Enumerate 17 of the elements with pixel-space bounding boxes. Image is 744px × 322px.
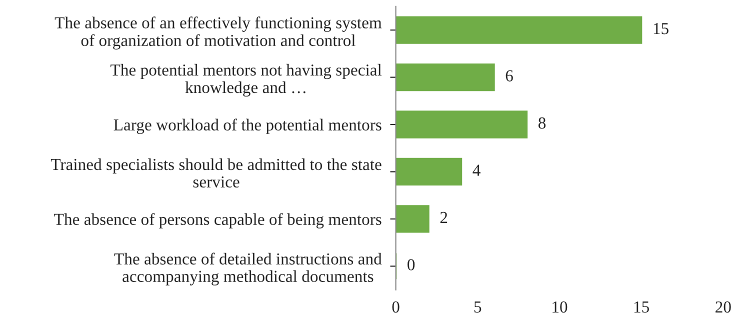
data-label: 6 — [506, 70, 513, 82]
data-label: 0 — [408, 259, 415, 270]
y-tick-label: The absence of persons capable of being mentors — [54, 213, 382, 228]
y-tick-label: Large workload of the potential mentors — [114, 118, 382, 134]
x-tick-label: 0 — [392, 301, 400, 313]
data-label: 15 — [654, 23, 668, 34]
x-tick-label: 5 — [474, 302, 482, 313]
y-tick-label: The absence of detailed instructions and accompanying methodical documents — [114, 252, 382, 286]
data-label: 2 — [440, 212, 448, 223]
y-tick-label: The absence of an effectively functioning system of organization of motivation and control — [54, 16, 382, 50]
y-tick-label: The potential mentors not having special knowledge and … — [110, 64, 382, 97]
x-tick-label: 15 — [634, 301, 650, 313]
x-tick-label: 20 — [716, 301, 731, 313]
y-tick-label: Trained specialists should be admitted to the state service — [50, 158, 382, 188]
data-label: 4 — [472, 164, 480, 176]
data-label: 8 — [538, 117, 546, 129]
x-tick-label: 10 — [552, 301, 568, 313]
